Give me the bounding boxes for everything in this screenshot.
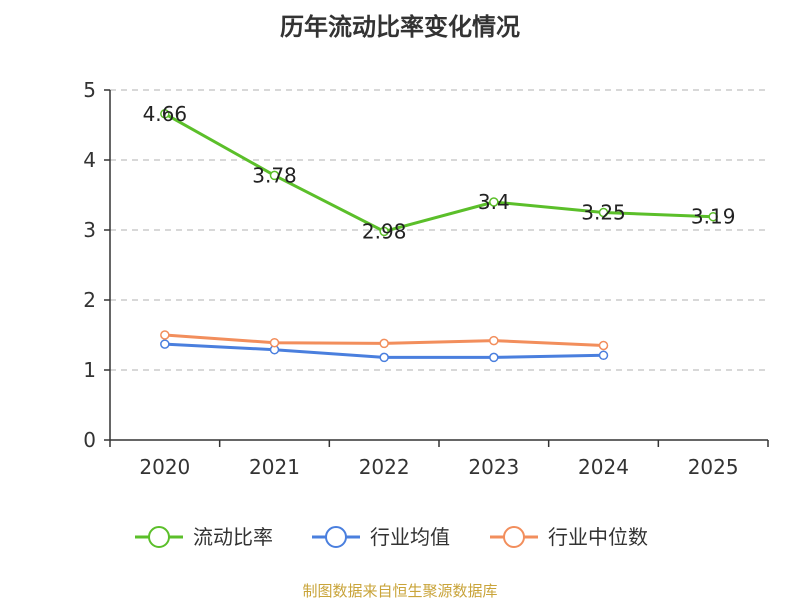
- legend-label: 流动比率: [193, 525, 273, 549]
- x-tick-label: 2024: [578, 455, 629, 479]
- y-tick-label: 0: [83, 428, 96, 452]
- data-point-industry-mean: [160, 339, 170, 349]
- data-label-layer: 4.66 3.78 2.98 3.4 3.25 3.19: [143, 102, 736, 244]
- legend-marker: [148, 526, 170, 548]
- data-point-current-ratio: [489, 197, 499, 207]
- grid-layer: [110, 89, 768, 371]
- legend-label: 行业均值: [370, 525, 450, 549]
- data-label-current-ratio: 2.98: [362, 219, 407, 243]
- data-point-industry-median: [489, 335, 499, 346]
- x-tick-label: 2022: [359, 455, 410, 479]
- data-point-current-ratio: [379, 226, 389, 237]
- y-tick-label: 1: [83, 358, 96, 382]
- legend: 流动比率 行业均值 行业中位数: [135, 525, 648, 549]
- series-line-current-ratio: [164, 112, 714, 233]
- data-label-current-ratio: 3.78: [252, 163, 297, 187]
- data-label-current-ratio: 3.4: [478, 190, 510, 214]
- legend-marker: [503, 526, 525, 548]
- legend-marker: [325, 526, 347, 548]
- y-tick-label: 3: [83, 218, 96, 242]
- axis-layer: 0 1 2 3 4 5 2020 2021 2022 2023 2024 2025: [83, 78, 769, 479]
- legend-item-current-ratio[interactable]: 流动比率: [135, 525, 273, 549]
- legend-label: 行业中位数: [548, 525, 648, 549]
- data-point-current-ratio: [598, 207, 609, 218]
- y-tick-label: 5: [83, 78, 96, 102]
- chart-title: 历年流动比率变化情况: [280, 13, 520, 41]
- data-point-current-ratio: [269, 170, 280, 181]
- data-point-industry-mean: [489, 352, 499, 363]
- data-label-current-ratio: 3.19: [691, 205, 736, 229]
- x-tick-label: 2023: [468, 455, 519, 479]
- data-point-industry-mean: [379, 352, 389, 363]
- legend-item-industry-median[interactable]: 行业中位数: [490, 525, 648, 549]
- data-point-industry-median: [160, 330, 170, 340]
- x-tick-label: 2025: [688, 455, 739, 479]
- source-note: 制图数据来自恒生聚源数据库: [302, 582, 497, 600]
- data-point-current-ratio: [708, 211, 718, 222]
- y-tick-label: 4: [83, 148, 96, 172]
- data-point-industry-median: [379, 338, 389, 349]
- data-point-industry-median: [269, 337, 280, 348]
- series-layer: [160, 109, 718, 363]
- data-point-industry-mean: [598, 350, 609, 361]
- x-tick-label: 2020: [139, 455, 190, 479]
- data-label-current-ratio: 3.25: [581, 201, 626, 225]
- data-point-industry-median: [598, 340, 609, 351]
- data-label-current-ratio: 4.66: [143, 102, 188, 126]
- x-tick-label: 2021: [249, 455, 300, 479]
- legend-item-industry-mean[interactable]: 行业均值: [312, 525, 450, 549]
- y-tick-label: 2: [83, 288, 96, 312]
- data-point-current-ratio: [160, 109, 170, 119]
